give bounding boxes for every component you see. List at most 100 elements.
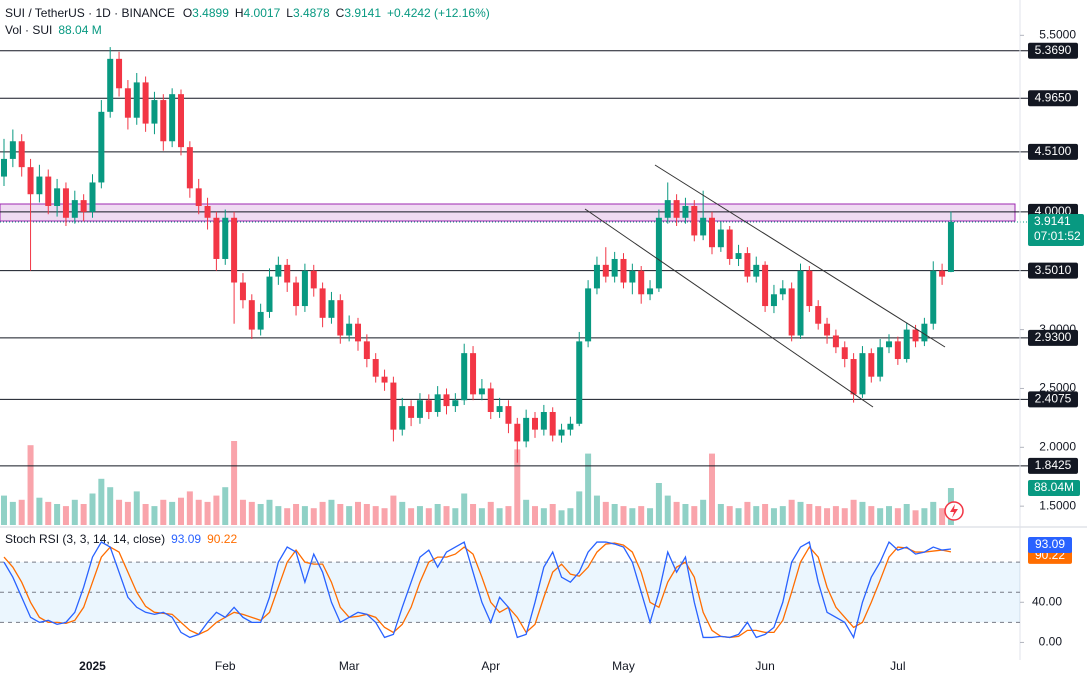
symbol-header: SUI / TetherUS · 1D · BINANCE O3.4899 H4.0… bbox=[5, 6, 490, 20]
candle-body bbox=[832, 335, 839, 348]
candle-body bbox=[36, 176, 43, 195]
last-price-label: 3.9141 bbox=[1034, 214, 1071, 228]
candle-body bbox=[841, 347, 848, 360]
volume-bar bbox=[204, 501, 211, 525]
volume-bar bbox=[142, 504, 149, 525]
candle-body bbox=[532, 417, 538, 430]
volume-bar bbox=[425, 508, 432, 525]
level-badge bbox=[1028, 143, 1078, 160]
volume-bar bbox=[540, 508, 547, 525]
volume-bar bbox=[301, 506, 308, 525]
candle-body bbox=[629, 270, 636, 283]
ohlc-name: L bbox=[286, 6, 293, 20]
candle-body bbox=[487, 388, 494, 412]
stoch-header: Stoch RSI (3, 3, 14, 14, close) 93.09 90.2… bbox=[5, 532, 237, 546]
stoch-legend-value: 93.09 bbox=[171, 532, 201, 546]
volume-bar bbox=[673, 501, 680, 525]
candle-body bbox=[27, 167, 34, 195]
stoch-tick-label: 40.00 bbox=[1032, 594, 1062, 608]
candle-body bbox=[169, 94, 176, 142]
candle-body bbox=[691, 205, 698, 236]
volume-bar bbox=[682, 504, 689, 525]
candle-body bbox=[310, 270, 317, 289]
candle-body bbox=[762, 264, 769, 307]
candle-body bbox=[797, 270, 804, 336]
volume-bar bbox=[912, 510, 919, 525]
volume-bar bbox=[930, 501, 937, 525]
volume-bar bbox=[832, 506, 839, 525]
candle-body bbox=[1, 158, 7, 177]
candle-body bbox=[434, 394, 441, 412]
volume-bar bbox=[664, 495, 671, 525]
candle-body bbox=[248, 300, 255, 330]
volume-bar bbox=[266, 499, 273, 525]
volume-badge bbox=[1028, 480, 1080, 497]
candle-body bbox=[647, 288, 654, 295]
price-tick-label: 2.0000 bbox=[1039, 439, 1076, 453]
candle-body bbox=[611, 258, 618, 277]
volume-bar bbox=[80, 504, 87, 525]
level-badge bbox=[1028, 90, 1078, 107]
volume-bar bbox=[239, 499, 246, 525]
volume-bar bbox=[478, 508, 485, 525]
volume-bar bbox=[27, 445, 34, 525]
candle-body bbox=[346, 323, 353, 336]
volume-bar bbox=[452, 508, 459, 525]
ohlc-value: 3.9141 bbox=[344, 6, 381, 20]
volume-bar bbox=[797, 501, 804, 525]
volume-bar bbox=[514, 449, 521, 525]
volume-bar bbox=[868, 506, 875, 525]
volume-bar bbox=[319, 501, 326, 525]
volume-bar bbox=[89, 493, 96, 525]
alert-bolt bbox=[950, 504, 958, 518]
candle-body bbox=[107, 58, 114, 112]
ohlc-name: H bbox=[235, 6, 244, 20]
candle-body bbox=[151, 100, 158, 124]
volume-bar bbox=[54, 504, 61, 525]
candle-body bbox=[558, 429, 565, 436]
candle-body bbox=[416, 400, 423, 418]
price-tick-label: 2.5000 bbox=[1039, 381, 1076, 395]
volume-badge-label: 88.04M bbox=[1034, 480, 1074, 494]
resistance-zone bbox=[0, 203, 1016, 222]
candle-body bbox=[443, 394, 450, 407]
last-price-badge bbox=[1028, 213, 1084, 246]
candle-body bbox=[850, 359, 857, 395]
volume-bar bbox=[496, 508, 503, 525]
volume-bar bbox=[806, 504, 813, 525]
volume-bar bbox=[585, 453, 592, 525]
volume-bar bbox=[788, 499, 795, 525]
level-badge bbox=[1028, 391, 1078, 408]
volume-bar bbox=[107, 487, 114, 525]
volume-bar bbox=[443, 506, 450, 525]
candle-body bbox=[567, 423, 574, 430]
volume-bar bbox=[71, 499, 78, 525]
candle-body bbox=[116, 58, 123, 89]
volume-bar bbox=[222, 487, 229, 525]
volume-bar bbox=[310, 508, 317, 525]
volume-header: Vol · SUI 88.04 M bbox=[5, 23, 102, 37]
volume-bar bbox=[744, 501, 751, 525]
volume-bar bbox=[284, 508, 291, 525]
x-tick-label: Apr bbox=[481, 659, 500, 673]
volume-bar bbox=[346, 506, 353, 525]
candle-body bbox=[452, 400, 459, 407]
volume-bar bbox=[877, 508, 884, 525]
stoch-badge bbox=[1028, 536, 1072, 553]
volume-bar bbox=[18, 499, 25, 525]
candle-body bbox=[770, 294, 777, 307]
volume-bar bbox=[390, 495, 397, 525]
channel-upper bbox=[654, 164, 946, 348]
candle-body bbox=[912, 329, 919, 342]
candle-body bbox=[779, 288, 786, 295]
stoch-badge-label: 93.09 bbox=[1035, 537, 1065, 551]
volume-bar bbox=[894, 508, 901, 525]
candle-body bbox=[45, 176, 52, 206]
axis-layer: 1.50002.00002.50003.00005.50005.36904.96… bbox=[79, 27, 1084, 673]
volume-bar bbox=[886, 506, 892, 525]
volume-bar bbox=[160, 499, 167, 525]
volume-bar bbox=[45, 501, 52, 525]
candle-body bbox=[939, 270, 946, 277]
candle-body bbox=[213, 217, 220, 259]
candle-body bbox=[602, 264, 609, 277]
